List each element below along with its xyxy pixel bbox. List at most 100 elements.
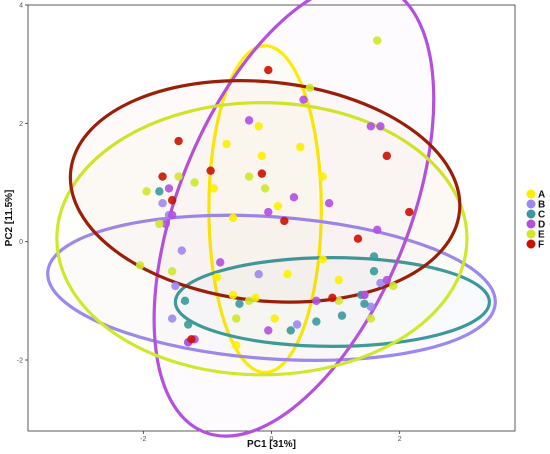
x-tick-label: 0 [270, 436, 274, 443]
legend-label-e: E [538, 230, 545, 241]
y-axis-title: PC2 [11.5%] [4, 190, 15, 247]
point-b [171, 281, 180, 291]
point-e [142, 187, 151, 196]
legend-marker-a [526, 189, 536, 199]
ellipse-a [207, 44, 323, 375]
point-f [206, 166, 215, 175]
point-a [318, 255, 327, 264]
point-d [324, 199, 334, 208]
point-d [382, 275, 392, 285]
point-a [251, 293, 260, 303]
ellipse-e [55, 101, 469, 377]
point-e [305, 83, 315, 93]
point-e [190, 178, 199, 187]
legend-marker-c [526, 209, 536, 219]
y-tick-label: 2 [19, 121, 23, 128]
legend-label-a: A [538, 190, 545, 201]
y-tick-label: 4 [19, 3, 23, 10]
point-a [270, 314, 279, 323]
x-tick-label: 2 [398, 436, 402, 443]
point-a [212, 272, 222, 282]
point-f [328, 293, 337, 303]
point-b [292, 320, 302, 329]
point-b [167, 314, 177, 323]
point-b [158, 199, 167, 208]
point-a [222, 139, 231, 149]
point-d [289, 193, 299, 202]
point-d [161, 219, 170, 229]
x-tick-label: -2 [140, 436, 146, 443]
point-c [286, 326, 295, 335]
point-c [360, 299, 369, 308]
point-a [254, 122, 263, 131]
point-d [366, 122, 376, 131]
point-e [373, 36, 382, 45]
point-c [183, 320, 193, 329]
point-c [235, 299, 244, 308]
legend-marker-b [526, 199, 536, 209]
point-f [167, 196, 177, 205]
point-f [187, 335, 196, 344]
point-e [167, 267, 177, 276]
y-tick-label: 0 [19, 239, 23, 246]
point-a [334, 275, 343, 285]
point-e [389, 281, 398, 291]
legend-label-f: F [538, 240, 544, 251]
point-e [334, 296, 343, 306]
point-f [382, 151, 392, 161]
point-e [366, 314, 376, 323]
point-f [405, 207, 414, 217]
y-tick-label: -2 [17, 358, 23, 365]
point-c [180, 296, 190, 306]
point-d [360, 290, 369, 300]
legend-label-c: C [538, 210, 545, 221]
point-d [216, 258, 225, 267]
point-a [232, 341, 241, 350]
legend-label-d: D [538, 220, 545, 231]
legend-marker-f [526, 239, 536, 249]
point-b [376, 278, 385, 288]
ellipse-c [173, 256, 491, 348]
point-c [155, 187, 164, 196]
plot-area [27, 0, 516, 438]
point-a [296, 142, 305, 152]
point-d [376, 122, 385, 131]
point-e [174, 172, 183, 181]
point-a [318, 172, 327, 181]
point-f [257, 169, 267, 178]
point-b [177, 246, 186, 255]
point-d [264, 326, 273, 335]
ellipse-layer [46, 0, 497, 438]
point-d [264, 207, 273, 217]
point-d [373, 225, 382, 235]
point-layer [135, 36, 414, 350]
point-a [228, 213, 238, 223]
point-f [264, 65, 273, 75]
point-a [283, 270, 292, 279]
point-e [260, 184, 270, 193]
point-e [155, 219, 164, 229]
point-c [369, 252, 379, 261]
point-e [244, 172, 254, 181]
point-b [254, 270, 263, 279]
ellipse-d [152, 0, 436, 438]
legend-label-b: B [538, 200, 545, 211]
ellipse-b [46, 213, 497, 362]
point-c [312, 317, 321, 326]
axis-layer: -2 0 2 -2 0 2 4 [17, 3, 402, 444]
point-f [158, 172, 167, 181]
point-c [369, 267, 379, 276]
point-d [167, 210, 177, 220]
point-d [299, 95, 308, 104]
point-a [228, 290, 238, 300]
legend-marker-d [526, 219, 536, 229]
legend-marker-e [526, 229, 536, 239]
x-axis-title: PC1 [31%] [247, 439, 296, 450]
point-a [209, 184, 219, 193]
point-e [244, 296, 254, 306]
point-d [312, 296, 321, 306]
point-e [232, 314, 241, 323]
point-a [257, 151, 267, 161]
